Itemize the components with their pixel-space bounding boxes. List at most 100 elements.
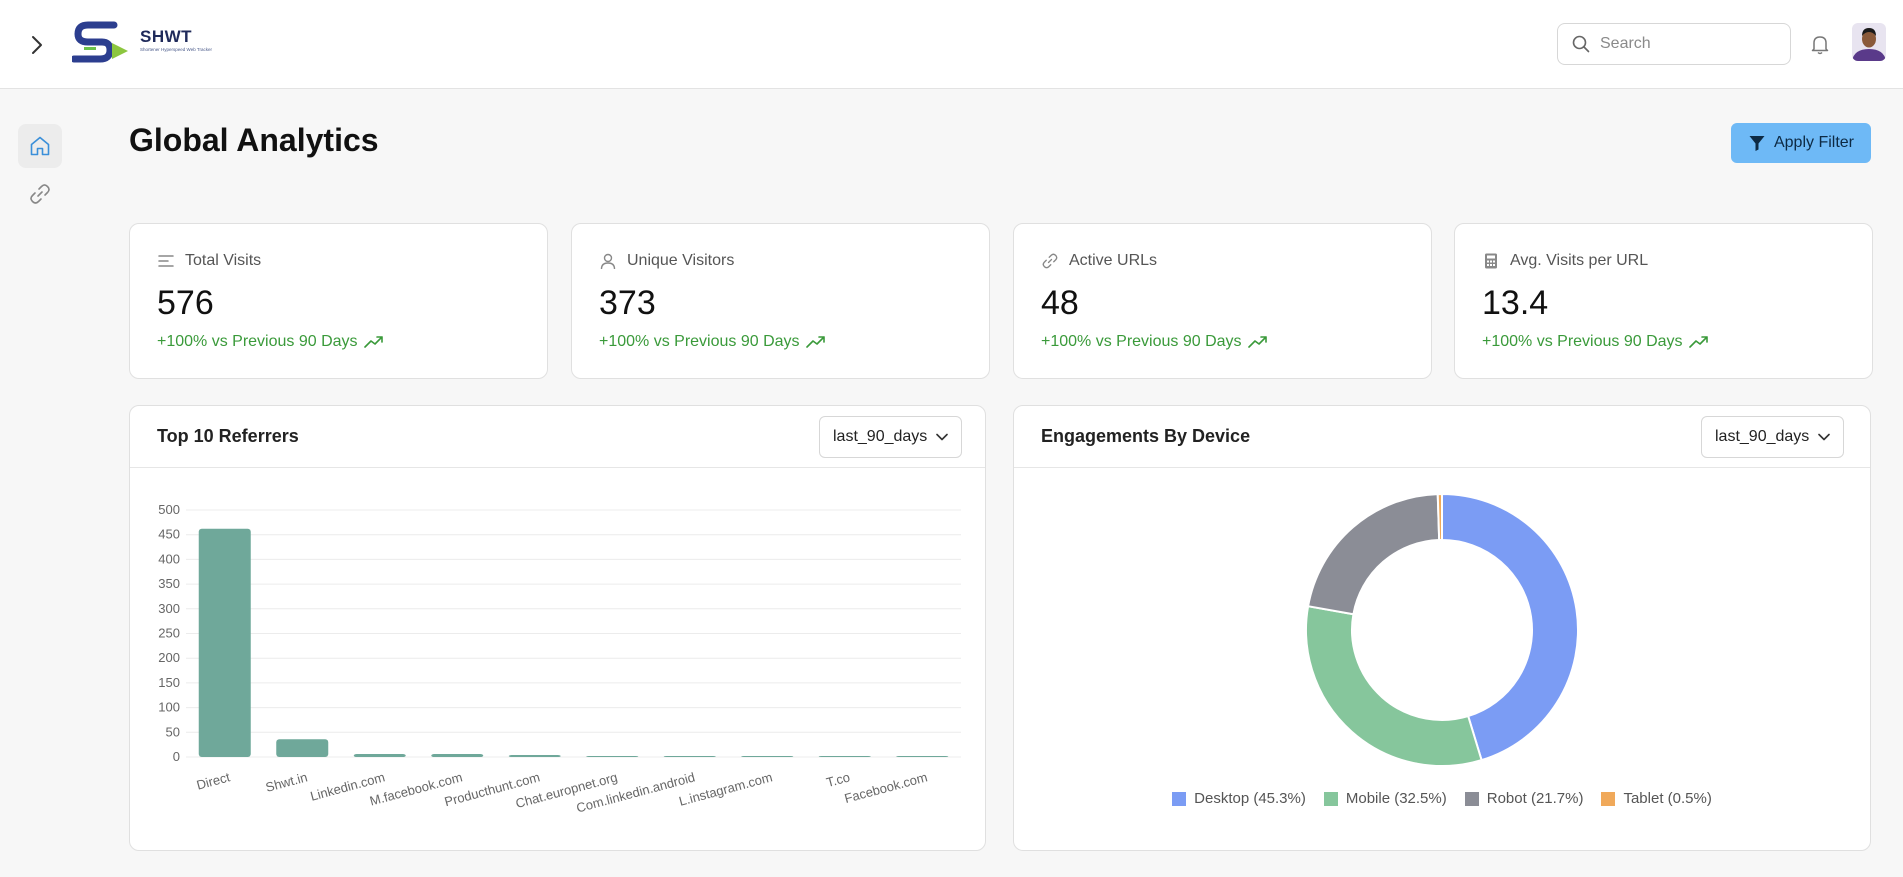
y-tick-label: 500 <box>158 502 180 517</box>
bar[interactable] <box>276 739 329 757</box>
x-tick-label: Direct <box>195 769 232 792</box>
legend-label: Tablet (0.5%) <box>1623 790 1712 807</box>
device-donut-chart <box>1305 492 1579 767</box>
referrers-range-select[interactable]: last_90_days <box>819 416 962 458</box>
referrers-bar-chart: 0 50 100 150 200 250 300 350 400 450 500 Direct Shwt… <box>158 502 961 816</box>
stat-card-active-urls: Active URLs 48 +100% vs Previous 90 Days <box>1013 223 1432 379</box>
chevron-down-icon <box>936 433 948 441</box>
stat-value: 13.4 <box>1482 284 1549 322</box>
legend-label: Mobile (32.5%) <box>1345 790 1447 807</box>
donut-slice[interactable] <box>1305 605 1483 767</box>
referrers-panel: Top 10 Referrers last_90_days 0 50 100 150 2… <box>129 405 986 851</box>
list-icon <box>158 255 174 267</box>
bar[interactable] <box>431 754 484 757</box>
legend-swatch <box>1323 791 1338 806</box>
devices-title: Engagements By Device <box>1041 426 1251 446</box>
sidebar-item-home[interactable] <box>18 124 62 168</box>
legend-swatch <box>1601 791 1616 806</box>
legend-label: Desktop (45.3%) <box>1194 790 1306 807</box>
y-tick-label: 0 <box>173 749 180 764</box>
trending-up-icon <box>1247 336 1267 348</box>
stat-change: +100% vs Previous 90 Days <box>1041 333 1242 350</box>
x-tick-label: Facebook.com <box>843 769 929 806</box>
page-title: Global Analytics <box>129 122 379 158</box>
bell-icon <box>1811 36 1829 55</box>
stat-value: 373 <box>599 284 656 322</box>
referrers-title: Top 10 Referrers <box>157 426 299 446</box>
stat-card-unique-visitors: Unique Visitors 373 +100% vs Previous 90… <box>571 223 990 379</box>
chevron-down-icon <box>1818 433 1830 441</box>
bar[interactable] <box>896 756 949 757</box>
brand-tagline: Shortener Hyperspeed Web Tracker <box>140 47 212 52</box>
bar[interactable] <box>508 755 561 757</box>
legend-item-tablet[interactable]: Tablet (0.5%) <box>1601 790 1712 807</box>
logo[interactable]: SHWT Shortener Hyperspeed Web Tracker <box>72 18 232 68</box>
stat-change: +100% vs Previous 90 Days <box>157 333 358 350</box>
devices-panel: Engagements By Device last_90_days Deskt… <box>1013 405 1871 851</box>
apply-filter-button[interactable]: Apply Filter <box>1731 123 1871 163</box>
range-select-value: last_90_days <box>1715 428 1810 445</box>
user-icon <box>600 253 616 270</box>
stat-label: Avg. Visits per URL <box>1510 252 1649 269</box>
notifications-button[interactable] <box>1808 32 1832 56</box>
logo-mark <box>72 21 128 63</box>
trending-up-icon <box>363 336 383 348</box>
search-box[interactable] <box>1557 23 1791 65</box>
sidebar-item-links[interactable] <box>18 172 62 216</box>
bar[interactable] <box>586 756 639 757</box>
range-select-value: last_90_days <box>833 428 928 445</box>
legend-swatch <box>1172 791 1187 806</box>
search-input[interactable] <box>1600 35 1770 53</box>
stat-label: Active URLs <box>1069 252 1158 269</box>
link-icon <box>30 184 50 204</box>
stat-value: 576 <box>157 284 214 322</box>
x-tick-label: T.co <box>825 769 852 790</box>
legend-item-mobile[interactable]: Mobile (32.5%) <box>1323 790 1447 807</box>
stat-label: Total Visits <box>185 252 262 269</box>
user-avatar-image <box>1852 23 1886 61</box>
expand-sidebar-button[interactable] <box>22 30 52 60</box>
y-tick-label: 300 <box>158 601 180 616</box>
stat-change: +100% vs Previous 90 Days <box>1482 333 1683 350</box>
legend-item-desktop[interactable]: Desktop (45.3%) <box>1172 790 1306 807</box>
devices-range-select[interactable]: last_90_days <box>1701 416 1844 458</box>
calculator-icon <box>1485 253 1497 269</box>
y-tick-label: 100 <box>158 700 180 715</box>
y-tick-label: 50 <box>166 724 180 739</box>
y-tick-label: 150 <box>158 675 180 690</box>
legend-label: Robot (21.7%) <box>1486 790 1584 807</box>
y-tick-label: 450 <box>158 527 180 542</box>
filter-icon <box>1749 136 1765 151</box>
search-icon <box>1572 35 1590 53</box>
bar[interactable] <box>353 754 406 757</box>
stat-value: 48 <box>1041 284 1079 322</box>
donut-slice[interactable] <box>1436 492 1443 542</box>
donut-slice[interactable] <box>1306 493 1441 616</box>
link-icon <box>1042 253 1058 269</box>
stat-label: Unique Visitors <box>627 252 735 269</box>
trending-up-icon <box>805 336 825 348</box>
bar[interactable] <box>198 528 251 757</box>
device-legend: Desktop (45.3%) Mobile (32.5%) Robot (21… <box>1014 790 1870 807</box>
y-tick-label: 200 <box>158 650 180 665</box>
x-tick-label: Shwt.in <box>264 769 309 795</box>
donut-slice[interactable] <box>1441 492 1579 762</box>
brand-name: SHWT <box>140 27 193 46</box>
avatar[interactable] <box>1852 23 1886 61</box>
chevron-right-icon <box>32 36 42 54</box>
y-tick-label: 350 <box>158 576 180 591</box>
bar[interactable] <box>818 756 871 757</box>
legend-item-robot[interactable]: Robot (21.7%) <box>1464 790 1584 807</box>
trending-up-icon <box>1688 336 1708 348</box>
y-tick-label: 400 <box>158 551 180 566</box>
home-icon <box>30 136 50 156</box>
stat-card-avg-visits: Avg. Visits per URL 13.4 +100% vs Previo… <box>1454 223 1873 379</box>
bar[interactable] <box>663 756 716 757</box>
stat-card-total-visits: Total Visits 576 +100% vs Previous 90 Da… <box>129 223 548 379</box>
legend-swatch <box>1464 791 1479 806</box>
top-bar: SHWT Shortener Hyperspeed Web Tracker <box>0 0 1903 89</box>
bar[interactable] <box>741 756 794 757</box>
stat-change: +100% vs Previous 90 Days <box>599 333 800 350</box>
y-tick-label: 250 <box>158 626 180 641</box>
apply-filter-label: Apply Filter <box>1773 134 1855 151</box>
